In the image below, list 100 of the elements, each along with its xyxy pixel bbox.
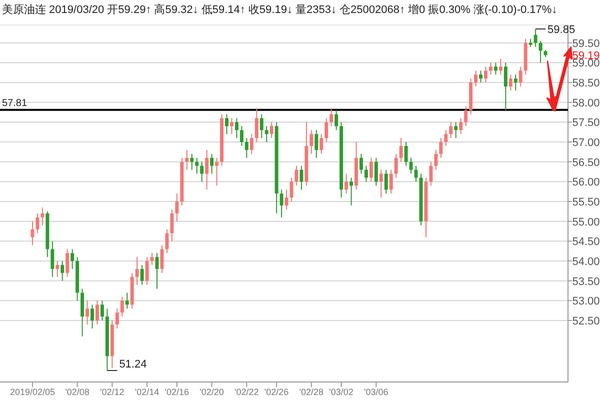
- candlestick: [518, 66, 522, 87]
- candlestick: [224, 114, 228, 135]
- x-tick-label: '02/28: [299, 387, 324, 397]
- x-tick-label: '02/22: [234, 387, 259, 397]
- y-tick-label: 56.00: [572, 176, 600, 189]
- candlestick: [66, 248, 70, 278]
- candlestick: [30, 220, 34, 246]
- candlestick: [205, 149, 209, 190]
- candlestick: [404, 142, 408, 166]
- candlestick: [429, 161, 433, 186]
- y-tick-label: 56.50: [572, 156, 600, 169]
- candlestick: [344, 173, 348, 194]
- candlestick: [409, 157, 413, 174]
- candlestick: [384, 169, 388, 194]
- y-tick-label: 54.00: [572, 256, 600, 268]
- candlestick: [359, 153, 363, 174]
- candlestick: [459, 118, 463, 135]
- y-tick-label: 55.50: [572, 196, 600, 209]
- candlestick: [190, 153, 194, 170]
- candlestick: [70, 248, 74, 270]
- candlestick: [50, 240, 54, 278]
- y-tick-label: 57.50: [572, 117, 600, 130]
- candlestick: [120, 296, 124, 318]
- candlestick: [310, 130, 314, 154]
- candlestick: [115, 308, 119, 329]
- x-tick-label: '02/26: [264, 387, 289, 397]
- candlestick: [230, 118, 234, 135]
- candlestick: [140, 264, 144, 286]
- candlestick: [100, 300, 104, 322]
- candlestick: [135, 256, 139, 286]
- y-tick-label: 53.50: [572, 276, 600, 288]
- x-tick-label: '02/14: [134, 387, 160, 397]
- candlestick: [60, 260, 64, 282]
- candlestick: [240, 126, 244, 146]
- candlestick: [86, 300, 90, 325]
- candlestick: [125, 292, 129, 310]
- candlestick: [479, 70, 483, 84]
- candlestick: [504, 62, 508, 111]
- annotation: 51.24: [119, 358, 147, 370]
- candlestick: [280, 189, 284, 218]
- candlestick: [464, 106, 468, 127]
- y-tick-label: 57.00: [572, 137, 600, 150]
- candlestick: [90, 304, 94, 329]
- y-tick-label: 55.00: [572, 216, 600, 228]
- candlestick: [439, 138, 443, 158]
- candlestick: [324, 118, 328, 143]
- candlestick: [454, 122, 458, 139]
- candlestick: [394, 153, 398, 178]
- candlestick: [364, 165, 368, 182]
- candlestick: [334, 110, 338, 131]
- y-tick-label: 58.00: [572, 97, 600, 110]
- candlestick: [300, 165, 304, 190]
- candlestick: [498, 58, 502, 76]
- y-tick-label: 52.50: [572, 316, 600, 328]
- candlestick: [170, 208, 174, 242]
- candlestick: [215, 157, 219, 186]
- candlestick: [80, 288, 84, 337]
- candlestick: [414, 165, 418, 182]
- y-tick-label: 59.50: [572, 38, 600, 50]
- candlestick: [488, 62, 492, 76]
- candlestick: [234, 118, 238, 139]
- candlestick: [389, 169, 393, 194]
- candlestick: [56, 260, 60, 278]
- candlestick: [264, 126, 268, 143]
- candlestick: [150, 252, 154, 266]
- candlestick: [494, 62, 498, 76]
- candlestick: [474, 70, 478, 87]
- candlestick: [40, 206, 44, 226]
- x-tick-label: '02/20: [200, 387, 224, 397]
- y-tick-label: 58.50: [572, 78, 600, 90]
- candlestick: [260, 114, 264, 139]
- candlestick: [449, 122, 453, 139]
- candlestick: [330, 108, 334, 127]
- x-tick-label: '03/06: [364, 387, 388, 397]
- y-tick-label: 54.50: [572, 236, 600, 248]
- candlestick: [314, 130, 318, 158]
- candlestick: [250, 134, 254, 154]
- candlestick: [284, 189, 288, 210]
- chart-title: 美原油连 2019/03/20 开59.29↑ 高59.32↓ 低59.14↑ 收59.19↓ 量2353↓ 仓25002068↑ 增0 振0.30% 涨(-0.10)-0.17%↓: [2, 3, 558, 16]
- candlestick: [444, 130, 448, 146]
- ref-line-label: 57.81: [2, 98, 28, 109]
- candlestick: [145, 256, 149, 286]
- candlestick: [185, 149, 189, 170]
- candlestick: [175, 193, 179, 222]
- candlestick: [244, 138, 248, 158]
- candlestick: [534, 28, 538, 48]
- candlestick: [270, 122, 274, 139]
- x-tick-label: 2019/02/05: [10, 387, 56, 397]
- candlestick: [155, 252, 159, 290]
- x-tick-label: '02/12: [100, 387, 124, 397]
- candlestick: [36, 212, 40, 234]
- candlestick: [379, 169, 383, 198]
- annotation: 59.85: [548, 24, 576, 36]
- candlestick: [200, 161, 204, 182]
- candlestick: [350, 177, 354, 206]
- candlestick: [538, 40, 542, 64]
- candlestick: [160, 244, 164, 274]
- candlestick: [195, 157, 199, 174]
- candlestick: [210, 153, 214, 174]
- x-tick-label: '02/16: [164, 387, 190, 397]
